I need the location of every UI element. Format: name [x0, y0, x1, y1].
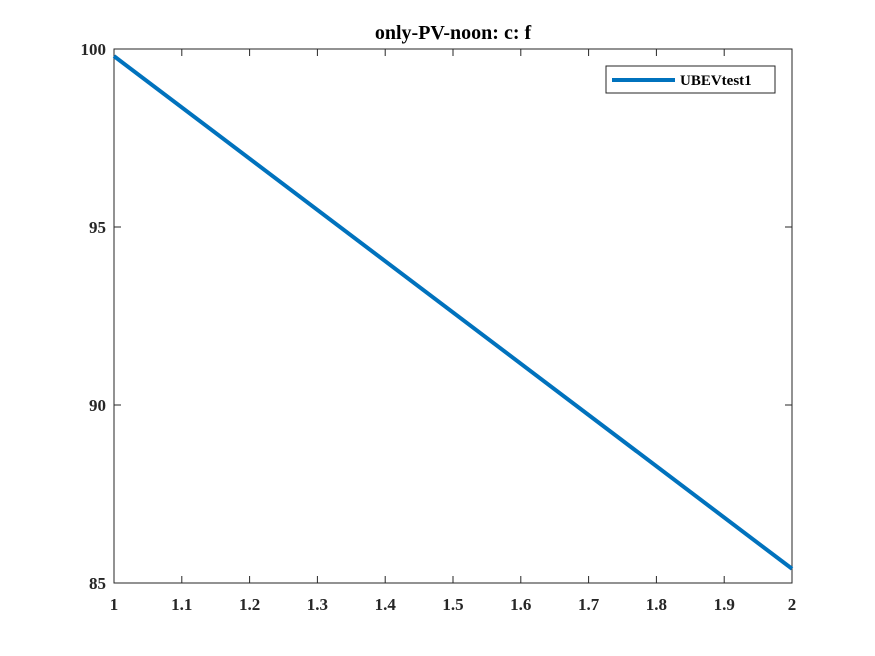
y-tick-label: 95 — [89, 218, 106, 237]
x-tick-label: 2 — [788, 595, 797, 614]
x-tick-label: 1.8 — [646, 595, 667, 614]
y-axis: 85 90 95 100 — [81, 40, 792, 593]
series-layer — [112, 54, 794, 571]
x-tick-label: 1.9 — [714, 595, 735, 614]
y-tick-label: 85 — [89, 574, 106, 593]
x-tick-label: 1.6 — [510, 595, 531, 614]
x-tick-label: 1.1 — [171, 595, 192, 614]
x-tick-label: 1.5 — [442, 595, 463, 614]
x-tick-label: 1.7 — [578, 595, 600, 614]
legend-label-ubevtest1: UBEVtest1 — [680, 73, 752, 89]
x-tick-label: 1.4 — [375, 595, 397, 614]
chart-title: only-PV-noon: c: f — [375, 22, 532, 44]
plot-area — [113, 48, 793, 584]
legend: UBEVtest1 — [605, 65, 776, 94]
x-tick-label: 1.3 — [307, 595, 328, 614]
series-line-ubevtest1 — [112, 54, 794, 571]
x-tick-label: 1.2 — [239, 595, 260, 614]
y-tick-label: 90 — [89, 396, 106, 415]
x-axis: 1 1.1 1.2 1.3 1.4 1.5 1.6 1.7 1.8 1.9 2 — [110, 49, 797, 614]
y-tick-label: 100 — [81, 40, 107, 59]
x-tick-label: 1 — [110, 595, 119, 614]
